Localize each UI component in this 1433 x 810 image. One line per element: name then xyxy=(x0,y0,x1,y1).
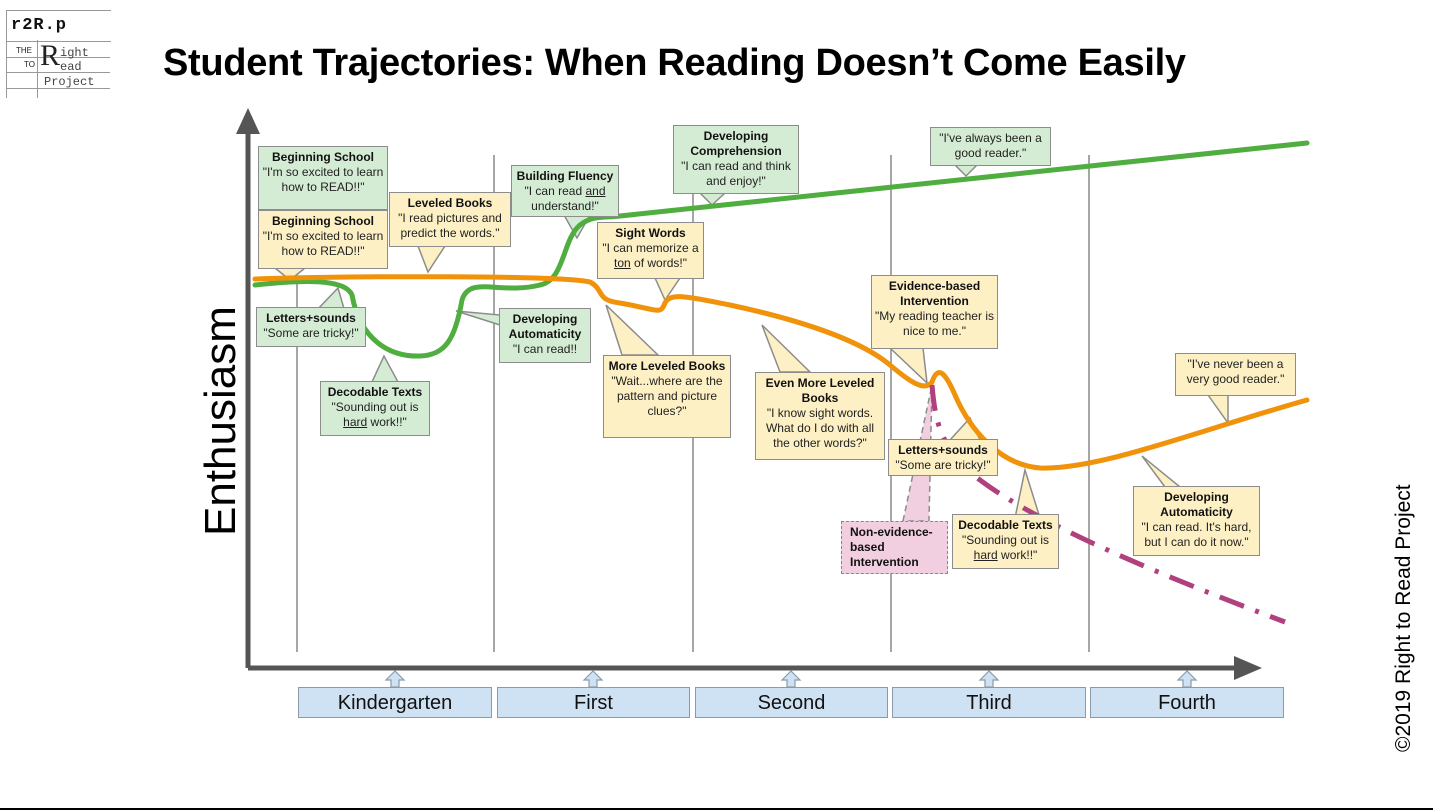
bubble-yellow-never-good-reader: "I've never been a very good reader." xyxy=(1175,353,1296,396)
bubble-text: of words!" xyxy=(630,256,687,270)
bubble-title: Developing Automaticity xyxy=(508,312,582,341)
bubble-title: Beginning School xyxy=(272,214,374,228)
bubble-title: Letters+sounds xyxy=(898,443,988,457)
bubble-title: More Leveled Books xyxy=(608,359,726,373)
bubble-text: "I can memorize a xyxy=(602,241,699,255)
bubble-text: "I can read!! xyxy=(512,342,578,356)
logo-the: THE xyxy=(16,46,32,55)
logo-divider xyxy=(6,72,110,73)
logo-ead: ead xyxy=(60,60,82,74)
bubble-text: "Wait...where are the pattern and pictur… xyxy=(611,374,723,418)
axes xyxy=(236,108,1262,680)
bubble-yellow-sight-words: Sight Words "I can memorize a ton of wor… xyxy=(597,222,704,279)
grade-arrows xyxy=(384,670,1198,688)
bubble-text: work!!" xyxy=(367,415,407,429)
bubble-text: "My reading teacher is nice to me." xyxy=(875,309,994,338)
bubble-text: "I'm so excited to learn how to READ!!" xyxy=(262,165,384,194)
bubble-yellow-leveled-books: Leveled Books "I read pictures and predi… xyxy=(389,192,511,247)
logo-divider xyxy=(6,57,110,58)
bubble-title: Developing Comprehension xyxy=(690,129,782,158)
bubble-text: "I read pictures and predict the words." xyxy=(398,211,502,240)
bubble-text: "I can read. It's hard, but I can do it … xyxy=(1141,520,1252,549)
bubble-title: Non-evidence-based Intervention xyxy=(850,525,933,569)
grade-label-second: Second xyxy=(695,687,888,718)
bubble-text: "Some are tricky!" xyxy=(895,458,991,472)
bubble-yellow-decodable-texts: Decodable Texts "Sounding out is hard wo… xyxy=(952,514,1059,569)
bubble-text: "Sounding out is xyxy=(962,533,1049,547)
logo-to: TO xyxy=(24,60,35,69)
bubble-title: Letters+sounds xyxy=(266,311,356,325)
bubble-title: Decodable Texts xyxy=(958,518,1053,532)
bubble-text: "I can read and think and enjoy!" xyxy=(681,159,791,188)
bubble-yellow-evidence-based-intervention: Evidence-based Intervention "My reading … xyxy=(871,275,998,349)
bubble-title: Decodable Texts xyxy=(327,385,423,399)
bubble-title: Evidence-based Intervention xyxy=(888,279,981,308)
pink-trajectory xyxy=(929,384,1286,625)
bubble-text-underlined: and xyxy=(585,184,606,198)
bubble-green-decodable-texts: Decodable Texts "Sounding out is hard wo… xyxy=(320,381,430,436)
bubble-green-always-good-reader: "I've always been a good reader." xyxy=(930,127,1051,166)
grade-label-kindergarten: Kindergarten xyxy=(298,687,492,718)
logo-r2rp-text: r2R.p xyxy=(11,16,68,35)
bubble-title: Building Fluency xyxy=(516,169,614,183)
logo-top-cell: r2R.p xyxy=(6,10,111,42)
bubble-text: understand!" xyxy=(531,199,599,213)
bubble-yellow-even-more-leveled-books: Even More Leveled Books "I know sight wo… xyxy=(755,372,885,460)
orange-trajectory xyxy=(252,274,1310,471)
bubble-text-underlined: ton xyxy=(614,256,631,270)
logo-divider xyxy=(6,88,110,89)
bubble-title: Even More Leveled Books xyxy=(765,376,875,405)
bubble-title: Sight Words xyxy=(615,226,686,240)
bubble-text: work!!" xyxy=(997,548,1038,562)
bubble-text: "I know sight words. What do I do with a… xyxy=(765,406,875,450)
bubble-title: Leveled Books xyxy=(407,196,493,210)
bubble-pink-non-evidence-based-intervention: Non-evidence-based Intervention xyxy=(841,521,948,574)
bubble-text: "I've always been a good reader." xyxy=(939,131,1042,160)
grade-label-fourth: Fourth xyxy=(1090,687,1284,718)
bubble-yellow-letters-sounds: Letters+sounds "Some are tricky!" xyxy=(888,439,998,476)
bubble-title: Beginning School xyxy=(272,150,374,164)
logo-divider xyxy=(37,40,38,98)
r2rp-logo: r2R.p THE TO R ight ead Project xyxy=(6,10,111,98)
bubble-text-underlined: hard xyxy=(973,548,998,562)
bubble-green-letters-sounds: Letters+sounds "Some are tricky!" xyxy=(256,307,366,347)
bubble-green-building-fluency: Building Fluency "I can read and underst… xyxy=(511,165,619,217)
green-trajectory xyxy=(252,140,1310,359)
bottom-border xyxy=(0,808,1433,810)
logo-project: Project xyxy=(44,75,95,89)
bubble-text: "Sounding out is xyxy=(331,400,419,414)
bubble-text: "I can read xyxy=(524,184,586,198)
logo-big-r: R xyxy=(40,39,61,72)
bubble-title: Developing Automaticity xyxy=(1160,490,1233,519)
grade-label-first: First xyxy=(497,687,690,718)
logo-ight: ight xyxy=(60,46,89,60)
bubble-text: "I'm so excited to learn how to READ!!" xyxy=(262,229,384,258)
bubble-yellow-developing-automaticity: Developing Automaticity "I can read. It'… xyxy=(1133,486,1260,556)
bubble-yellow-beginning-school: Beginning School "I'm so excited to lear… xyxy=(258,210,388,269)
bubble-green-beginning-school: Beginning School "I'm so excited to lear… xyxy=(258,146,388,210)
bubble-text: "Some are tricky!" xyxy=(263,326,359,340)
page-title: Student Trajectories: When Reading Doesn… xyxy=(163,42,1186,84)
logo-grid xyxy=(6,40,111,98)
bubble-text: "I've never been a very good reader." xyxy=(1186,357,1285,386)
bubble-yellow-more-leveled-books: More Leveled Books "Wait...where are the… xyxy=(603,355,731,438)
bubble-text-underlined: hard xyxy=(343,415,368,429)
bubble-green-developing-automaticity: Developing Automaticity "I can read!! xyxy=(499,308,591,363)
bubble-green-developing-comprehension: Developing Comprehension "I can read and… xyxy=(673,125,799,194)
grade-label-third: Third xyxy=(892,687,1086,718)
